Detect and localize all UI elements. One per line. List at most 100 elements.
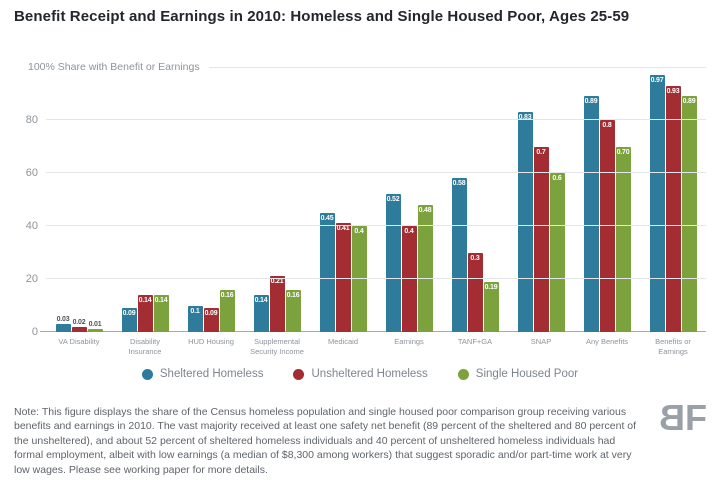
bar-groups: 0.03 0.02 0.01 0.09 0.14 0.14 0.1 0.09 0.16 0.14 0…: [46, 74, 706, 332]
bar-value-label: 0.16: [286, 291, 300, 299]
bar-value-label: 0.21: [270, 278, 284, 286]
bar-value-label: 0.14: [138, 296, 152, 304]
bar: 0.4: [351, 226, 367, 332]
gridline-100: [208, 66, 706, 68]
bar-group: 0.89 0.8 0.70: [574, 75, 640, 332]
y-tick-label: 40: [25, 220, 38, 232]
bar-value-label: 0.8: [602, 122, 612, 129]
gridline-40: [46, 225, 706, 226]
bar: 0.52: [385, 194, 401, 332]
legend-dot-icon: [457, 368, 469, 380]
gridline-60: [46, 172, 706, 173]
bar-value-label: 0.48: [418, 206, 432, 214]
bar-value-label: 0.6: [552, 175, 562, 182]
bar-value-label: 0.09: [122, 310, 136, 318]
bar-group: 0.58 0.3 0.19: [442, 75, 508, 332]
bar: 0.48: [417, 204, 433, 332]
x-axis-label: SNAP: [530, 337, 552, 346]
bar-group: 0.97 0.93 0.89: [640, 74, 706, 332]
legend-dot-icon: [293, 368, 305, 380]
x-axis-labels: VA Disability Disability Insurance HUD Hou…: [46, 337, 706, 357]
bar-value-label: 0.70: [616, 148, 630, 156]
bar-group: 0.03 0.02 0.01: [46, 75, 112, 332]
bar: 0.45: [319, 212, 335, 332]
bar: 0.19: [483, 281, 499, 332]
bar: 0.03: [55, 316, 71, 332]
bar: 0.6: [549, 173, 565, 332]
y-tick-label: 0: [31, 326, 38, 338]
bar-value-label: 0.93: [666, 87, 680, 95]
y-tick-label: 20: [25, 273, 38, 285]
logo-letter-b: B: [662, 397, 685, 438]
y-tick-label: 80: [25, 114, 38, 126]
bar: 0.58: [451, 178, 467, 332]
bar: 0.89: [681, 96, 697, 332]
y-tick-label: 60: [25, 167, 38, 179]
legend-item: Unsheltered Homeless: [293, 368, 428, 380]
bar-value-label: 0.45: [320, 214, 334, 222]
bar: 0.41: [335, 223, 351, 332]
bar: 0.3: [467, 252, 483, 332]
legend-label: Unsheltered Homeless: [311, 368, 428, 380]
bar-group: 0.83 0.7 0.6: [508, 75, 574, 332]
bar-value-label: 0.89: [682, 98, 696, 106]
bar: 0.02: [71, 319, 87, 332]
x-axis-line: [40, 331, 706, 332]
bar-value-label: 0.83: [518, 114, 532, 122]
bar: 0.93: [665, 85, 681, 332]
bar: 0.14: [137, 294, 153, 332]
bar: 0.16: [219, 289, 235, 332]
bar-value-label: 0.01: [88, 321, 102, 329]
bar: 0.14: [153, 294, 169, 332]
bar-chart: 100% Share with Benefit or Earnings 0.03…: [0, 55, 720, 385]
bar-value-label: 0.7: [536, 148, 546, 156]
bar: 0.16: [285, 289, 301, 332]
bar: 0.09: [203, 308, 219, 332]
bar: 0.70: [615, 146, 631, 332]
bar: 0.89: [583, 96, 599, 332]
bar-value-label: 0.02: [72, 318, 86, 326]
y-axis-title: 100% Share with Benefit or Earnings: [28, 61, 200, 73]
legend-label: Sheltered Homeless: [159, 368, 264, 380]
x-axis-label: Medicaid: [327, 337, 358, 346]
bar-group: 0.14 0.21 0.16: [244, 75, 310, 332]
bar-value-label: 0.19: [484, 283, 498, 291]
bar-value-label: 0.14: [254, 296, 268, 304]
bar: 0.97: [649, 74, 665, 332]
bar: 0.09: [121, 308, 137, 332]
bar-group: 0.45 0.41 0.4: [310, 75, 376, 332]
footnote: Note: This figure displays the share of …: [14, 406, 637, 476]
bar-value-label: 0.3: [470, 254, 480, 262]
legend-item: Sheltered Homeless: [141, 368, 264, 380]
bar: 0.7: [533, 146, 549, 332]
bar-value-label: 0.58: [452, 180, 466, 188]
gridline-20: [46, 278, 706, 279]
bar: 0.83: [517, 112, 533, 332]
plot-area: 100% Share with Benefit or Earnings 0.03…: [26, 61, 706, 356]
bar-value-label: 0.16: [220, 291, 234, 299]
bar: 0.4: [401, 226, 417, 332]
top-axis-row: 100% Share with Benefit or Earnings: [28, 61, 706, 73]
bar-value-label: 0.52: [386, 196, 400, 204]
x-axis-label: Benefits or Earnings: [655, 337, 691, 356]
logo-letter-f: F: [685, 397, 707, 438]
bar-value-label: 0.14: [154, 296, 168, 304]
bar: 0.01: [87, 321, 103, 332]
bar: 0.1: [187, 305, 203, 332]
gridline-80: [46, 119, 706, 120]
bar-group: 0.1 0.09 0.16: [178, 75, 244, 332]
x-axis-label: TANF+GA: [457, 337, 493, 346]
legend-item: Single Housed Poor: [457, 368, 579, 380]
legend: Sheltered Homeless Unsheltered Homeless Si…: [0, 368, 720, 380]
bar-value-label: 0.4: [354, 228, 364, 235]
bar-value-label: 0.41: [336, 225, 350, 233]
x-axis-label: VA Disability: [58, 337, 100, 346]
legend-label: Single Housed Poor: [475, 368, 579, 380]
bar-group: 0.09 0.14 0.14: [112, 75, 178, 332]
legend-dot-icon: [141, 368, 153, 380]
chart-title: Benefit Receipt and Earnings in 2010: Ho…: [14, 8, 630, 25]
bar-value-label: 0.97: [650, 76, 664, 84]
x-axis-label: Any Benefits: [585, 337, 629, 346]
bar-value-label: 0.1: [190, 307, 200, 315]
